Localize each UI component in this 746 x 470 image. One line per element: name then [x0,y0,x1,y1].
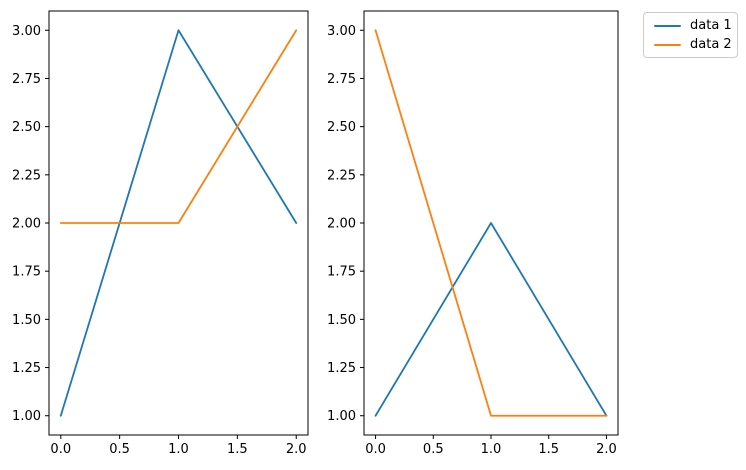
y-tick-label: 1.25 [12,361,41,376]
y-tick-label: 2.50 [327,120,356,135]
x-tick-label: 1.0 [481,442,502,457]
y-tick-label: 1.00 [12,409,41,424]
legend-label: data 2 [690,37,732,52]
y-tick-label: 1.00 [327,409,356,424]
data-line-data-1 [59,29,298,417]
legend-entry-data-2: data 2 [654,38,737,51]
y-tick-label: 1.50 [327,313,356,328]
x-tick-label: 2.0 [596,442,617,457]
x-tick-label: 1.5 [538,442,559,457]
x-tick-label: 0.5 [109,442,130,457]
x-tick-label: 0.0 [50,442,71,457]
y-tick-label: 1.75 [12,265,41,280]
x-tick-label: 1.5 [227,442,248,457]
data-line-data-2 [59,29,298,224]
x-tick-label: 1.0 [168,442,189,457]
y-tick-label: 3.00 [12,24,41,39]
legend-line-sample-icon [654,24,681,27]
y-tick-label: 3.00 [327,24,356,39]
y-tick-label: 2.75 [327,72,356,87]
data-line-data-2 [374,29,608,417]
data-line-data-1 [374,222,608,417]
legend-label: data 1 [690,18,732,33]
y-tick-label: 1.50 [12,313,41,328]
legend-entry-data-1: data 1 [654,19,737,32]
y-tick-label: 1.25 [327,361,356,376]
legend: data 1 data 2 [643,12,738,58]
x-tick-label: 0.0 [365,442,386,457]
y-tick-label: 2.00 [12,217,41,232]
y-tick-label: 2.00 [327,217,356,232]
y-tick-label: 2.75 [12,72,41,87]
y-tick-label: 2.25 [12,168,41,183]
x-tick-label: 2.0 [286,442,307,457]
y-tick-label: 1.75 [327,265,356,280]
y-tick-label: 2.50 [12,120,41,135]
axes-spine-left [48,10,309,436]
axes-spine-right [363,10,619,436]
legend-line-sample-icon [654,43,681,46]
y-tick-label: 2.25 [327,168,356,183]
x-tick-label: 0.5 [423,442,444,457]
